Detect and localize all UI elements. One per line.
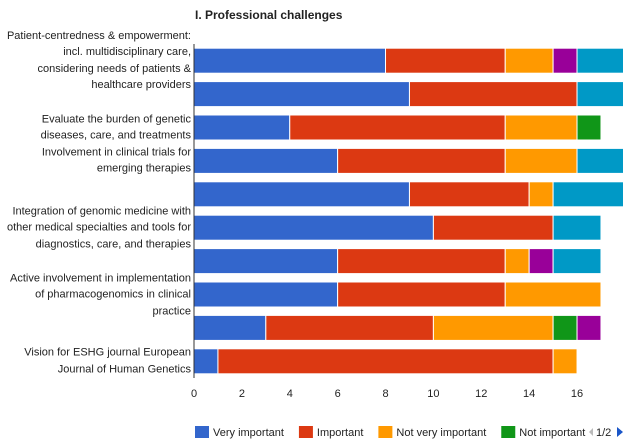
- legend-label: Not very important: [396, 427, 486, 439]
- bar-segment: [217, 348, 554, 375]
- bar-segment: [432, 314, 554, 341]
- x-tick-label: 2: [239, 388, 245, 400]
- y-tick-label: Vision for ESHG journal European Journal…: [24, 346, 191, 376]
- x-tick-label: 4: [287, 388, 293, 400]
- bar-segment: [576, 147, 623, 174]
- legend-swatch: [378, 426, 393, 438]
- legend-swatch: [195, 426, 209, 438]
- bar-segment: [576, 47, 623, 74]
- legend-swatch: [298, 426, 313, 438]
- bar-segment: [289, 114, 506, 141]
- y-tick-label: Active involvement in implementation of …: [10, 271, 191, 317]
- chart-title: I. Professional challenges: [195, 8, 343, 22]
- x-tick-label: 10: [427, 388, 439, 400]
- bar-segment: [504, 281, 602, 308]
- y-tick-label: Involvement in clinical trials for emerg…: [41, 146, 191, 175]
- bar-segment: [576, 81, 623, 108]
- bar-segment: [194, 214, 434, 241]
- pager-next[interactable]: [617, 427, 623, 437]
- bar-segment: [194, 81, 410, 108]
- x-tick-label: 6: [335, 388, 341, 400]
- bar-segment: [504, 147, 578, 174]
- pager-label: 1/2: [596, 427, 611, 439]
- bar-segment: [194, 248, 339, 275]
- y-tick-label: Evaluate the burden of genetic diseases,…: [40, 113, 191, 142]
- x-tick-label: 8: [382, 388, 388, 400]
- bar-segment: [408, 81, 578, 108]
- bar-segment: [194, 181, 410, 208]
- bar-segment: [552, 47, 578, 74]
- bar-segment: [337, 248, 506, 275]
- bar-segment: [528, 248, 554, 275]
- bar-segment: [337, 281, 506, 308]
- bar-segment: [194, 348, 219, 375]
- bar-segment: [265, 314, 434, 341]
- pager-prev[interactable]: [589, 428, 593, 436]
- bar-segment: [194, 314, 267, 341]
- bar-segment: [432, 214, 554, 241]
- bar-segment: [576, 114, 602, 141]
- bar-segment: [194, 281, 339, 308]
- x-tick-label: 16: [571, 388, 583, 400]
- bar-segment: [504, 114, 578, 141]
- bar-segment: [337, 147, 506, 174]
- bar-segment: [408, 181, 530, 208]
- x-tick-label: 0: [191, 388, 197, 400]
- x-tick-label: 14: [523, 388, 535, 400]
- bar-segment: [552, 348, 578, 375]
- bar-segment: [194, 47, 387, 74]
- legend-label: Very important: [213, 427, 284, 439]
- bar-segment: [194, 114, 291, 141]
- bar-segment: [385, 47, 506, 74]
- bar-segment: [552, 314, 578, 341]
- y-tick-label: Patient-centredness & empowerment: incl.…: [6, 29, 191, 92]
- bar-segment: [552, 248, 602, 275]
- y-tick-label: Integration of genomic medicine with oth…: [6, 204, 191, 250]
- bar-segment: [552, 181, 623, 208]
- x-tick-label: 12: [475, 388, 487, 400]
- bar-segment: [552, 214, 602, 241]
- bar-segment: [528, 181, 554, 208]
- bar-segment: [504, 248, 530, 275]
- bar-segment: [504, 47, 554, 74]
- bar-segment: [576, 314, 602, 341]
- legend-swatch: [501, 426, 516, 438]
- legend-label: Not important: [519, 427, 585, 439]
- bar-segment: [194, 147, 339, 174]
- legend-label: Important: [317, 427, 363, 439]
